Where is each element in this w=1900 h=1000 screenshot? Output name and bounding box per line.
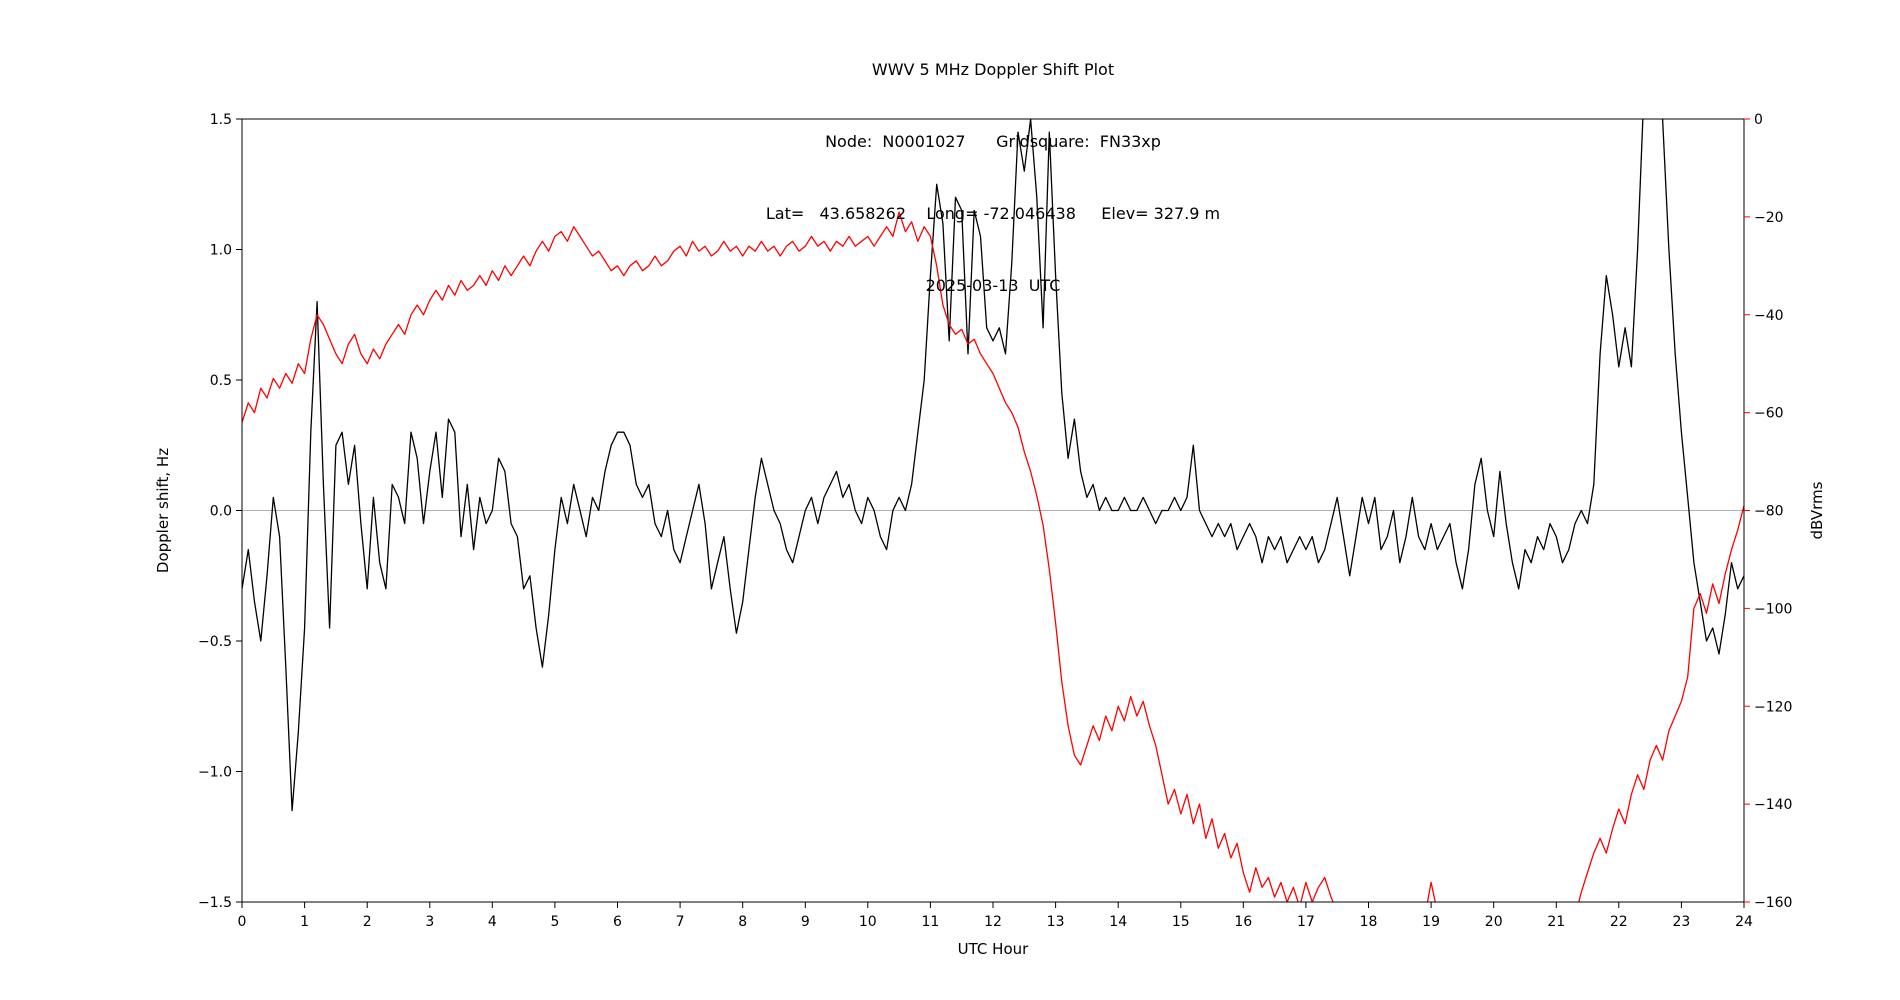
y-right-tick-label: −40 [1754,308,1784,324]
x-tick-label: 9 [801,914,810,930]
x-tick-label: 19 [1422,914,1440,930]
y-left-tick-label: 1.5 [210,112,232,128]
chart-title-block: WWV 5 MHz Doppler Shift Plot Node: N0001… [242,10,1744,346]
x-tick-label: 12 [984,914,1002,930]
x-tick-label: 7 [676,914,685,930]
x-tick-label: 20 [1485,914,1503,930]
y-left-tick-label: 0.5 [210,373,232,389]
x-tick-label: 16 [1234,914,1252,930]
y-right-tick-label: −20 [1754,210,1784,226]
y-left-tick-label: −1.0 [198,765,232,781]
x-tick-label: 11 [921,914,939,930]
y-left-tick-label: 1.0 [210,243,232,259]
x-axis-label: UTC Hour [958,940,1029,958]
y-right-tick-label: −120 [1754,699,1792,715]
dbvrms-line [242,211,1744,902]
chart-subtitle-lat-long-elev: Lat= 43.658262 Long= -72.046438 Elev= 32… [765,204,1221,223]
chart-subtitle-node-gridsquare: Node: N0001027 Gridsquare: FN33xp [825,132,1161,151]
y-right-tick-label: −100 [1754,601,1792,617]
y-right-tick-label: 0 [1754,112,1763,128]
x-tick-label: 2 [363,914,372,930]
x-tick-label: 5 [550,914,559,930]
x-tick-label: 3 [425,914,434,930]
doppler-shift-line [242,119,1744,812]
x-tick-label: 21 [1547,914,1565,930]
chart-subtitle-date: 2025-03-13 UTC [925,276,1061,295]
x-tick-label: 13 [1047,914,1065,930]
x-tick-label: 1 [300,914,309,930]
x-tick-label: 18 [1360,914,1378,930]
x-tick-label: 8 [738,914,747,930]
y-right-tick-label: −60 [1754,406,1784,422]
chart-title: WWV 5 MHz Doppler Shift Plot [871,60,1115,79]
x-tick-label: 17 [1297,914,1315,930]
y-left-tick-label: −1.5 [198,895,232,911]
x-tick-label: 10 [859,914,877,930]
x-tick-label: 22 [1610,914,1628,930]
x-tick-label: 14 [1109,914,1127,930]
y-left-tick-label: −0.5 [198,634,232,650]
x-tick-label: 0 [238,914,247,930]
y-axis-label-right: dBVrms [1808,481,1826,539]
y-left-tick-label: 0.0 [210,504,232,520]
y-right-tick-label: −80 [1754,504,1784,520]
x-tick-label: 24 [1735,914,1753,930]
y-axis-label-left: Doppler shift, Hz [154,448,172,573]
x-tick-label: 6 [613,914,622,930]
y-right-tick-label: −160 [1754,895,1792,911]
x-tick-label: 15 [1172,914,1190,930]
x-tick-label: 4 [488,914,497,930]
y-right-tick-label: −140 [1754,797,1792,813]
x-tick-label: 23 [1672,914,1690,930]
